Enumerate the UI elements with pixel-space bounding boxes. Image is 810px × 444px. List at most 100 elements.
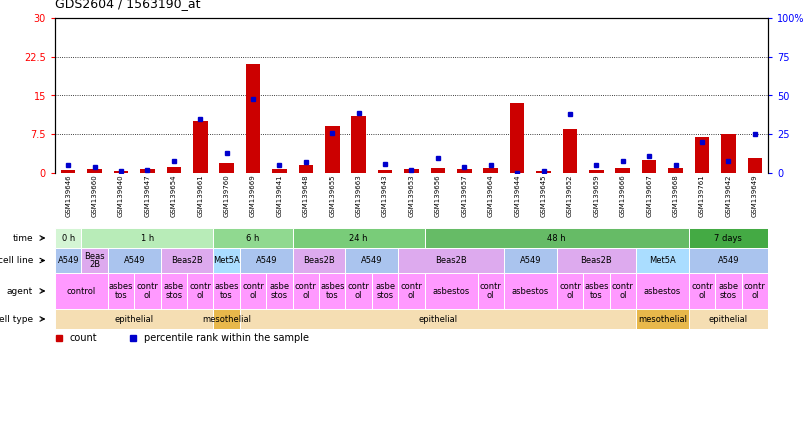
Text: mesothelial: mesothelial bbox=[637, 314, 687, 324]
Bar bbox=[240, 273, 266, 309]
Text: asbe
stos: asbe stos bbox=[375, 282, 395, 300]
Text: GSM139669: GSM139669 bbox=[250, 174, 256, 218]
Bar bbox=[352, 116, 366, 173]
Bar bbox=[504, 273, 556, 309]
Bar bbox=[556, 273, 583, 309]
Text: GSM139668: GSM139668 bbox=[672, 174, 679, 218]
Text: GSM139761: GSM139761 bbox=[699, 174, 705, 218]
Bar bbox=[556, 248, 636, 273]
Bar bbox=[721, 134, 735, 173]
Text: GSM139652: GSM139652 bbox=[567, 174, 573, 217]
Bar bbox=[292, 273, 319, 309]
Text: contr
ol: contr ol bbox=[295, 282, 317, 300]
Bar bbox=[140, 169, 155, 173]
Bar bbox=[160, 273, 187, 309]
Bar bbox=[346, 273, 372, 309]
Text: mesothelial: mesothelial bbox=[202, 314, 251, 324]
Text: GDS2604 / 1563190_at: GDS2604 / 1563190_at bbox=[55, 0, 201, 10]
Text: 24 h: 24 h bbox=[349, 234, 368, 242]
Bar bbox=[715, 273, 742, 309]
Text: Beas2B: Beas2B bbox=[435, 256, 467, 265]
Text: contr
ol: contr ol bbox=[559, 282, 581, 300]
Bar bbox=[399, 273, 424, 309]
Bar bbox=[55, 273, 108, 309]
Bar bbox=[478, 273, 504, 309]
Text: asbes
tos: asbes tos bbox=[584, 282, 608, 300]
Bar bbox=[688, 228, 768, 248]
Text: asbe
stos: asbe stos bbox=[718, 282, 739, 300]
Bar bbox=[563, 129, 578, 173]
Text: GSM139667: GSM139667 bbox=[646, 174, 652, 218]
Text: Met5A: Met5A bbox=[213, 256, 240, 265]
Text: 7 days: 7 days bbox=[714, 234, 742, 242]
Bar bbox=[82, 228, 214, 248]
Bar bbox=[55, 228, 82, 248]
Text: Met5A: Met5A bbox=[649, 256, 676, 265]
Text: time: time bbox=[12, 234, 33, 242]
Text: GSM139645: GSM139645 bbox=[540, 174, 547, 217]
Bar bbox=[536, 171, 551, 173]
Bar bbox=[292, 248, 346, 273]
Bar bbox=[108, 248, 160, 273]
Bar bbox=[319, 273, 346, 309]
Bar bbox=[214, 309, 240, 329]
Text: A549: A549 bbox=[718, 256, 740, 265]
Text: GSM139655: GSM139655 bbox=[330, 174, 335, 217]
Bar bbox=[214, 248, 240, 273]
Text: 48 h: 48 h bbox=[548, 234, 566, 242]
Bar bbox=[193, 121, 207, 173]
Text: Beas
2B: Beas 2B bbox=[84, 252, 105, 269]
Text: GSM139641: GSM139641 bbox=[276, 174, 283, 217]
Text: contr
ol: contr ol bbox=[190, 282, 211, 300]
Bar bbox=[55, 248, 82, 273]
Text: contr
ol: contr ol bbox=[137, 282, 159, 300]
Bar bbox=[160, 248, 214, 273]
Text: contr
ol: contr ol bbox=[480, 282, 501, 300]
Text: asbe
stos: asbe stos bbox=[270, 282, 289, 300]
Text: asbes
tos: asbes tos bbox=[109, 282, 134, 300]
Bar bbox=[134, 273, 160, 309]
Text: contr
ol: contr ol bbox=[744, 282, 765, 300]
Bar bbox=[589, 170, 603, 173]
Bar bbox=[266, 273, 292, 309]
Text: epithelial: epithelial bbox=[709, 314, 748, 324]
Text: GSM139649: GSM139649 bbox=[752, 174, 758, 217]
Bar bbox=[431, 168, 446, 173]
Bar bbox=[325, 127, 339, 173]
Bar bbox=[742, 273, 768, 309]
Text: agent: agent bbox=[6, 286, 33, 296]
Text: GSM139640: GSM139640 bbox=[118, 174, 124, 217]
Text: contr
ol: contr ol bbox=[242, 282, 264, 300]
Bar bbox=[272, 169, 287, 173]
Bar bbox=[636, 248, 688, 273]
Bar bbox=[346, 248, 399, 273]
Bar bbox=[748, 158, 762, 173]
Bar bbox=[636, 309, 688, 329]
Text: cell type: cell type bbox=[0, 314, 33, 324]
Bar bbox=[688, 309, 768, 329]
Bar bbox=[636, 273, 688, 309]
Text: GSM139663: GSM139663 bbox=[356, 174, 362, 218]
Text: Beas2B: Beas2B bbox=[303, 256, 335, 265]
Bar bbox=[424, 273, 478, 309]
Bar bbox=[583, 273, 610, 309]
Text: control: control bbox=[66, 286, 96, 296]
Bar bbox=[399, 248, 504, 273]
Bar bbox=[404, 169, 419, 173]
Text: GSM139642: GSM139642 bbox=[726, 174, 731, 217]
Text: GSM139644: GSM139644 bbox=[514, 174, 520, 217]
Bar bbox=[113, 171, 128, 173]
Bar bbox=[372, 273, 399, 309]
Text: GSM139760: GSM139760 bbox=[224, 174, 230, 218]
Bar bbox=[484, 168, 498, 173]
Text: 1 h: 1 h bbox=[141, 234, 154, 242]
Text: GSM139654: GSM139654 bbox=[171, 174, 177, 217]
Bar bbox=[108, 273, 134, 309]
Text: asbe
stos: asbe stos bbox=[164, 282, 184, 300]
Bar bbox=[695, 137, 710, 173]
Bar bbox=[61, 170, 75, 173]
Text: epithelial: epithelial bbox=[418, 314, 458, 324]
Bar bbox=[214, 273, 240, 309]
Text: GSM139653: GSM139653 bbox=[408, 174, 415, 217]
Bar bbox=[187, 273, 214, 309]
